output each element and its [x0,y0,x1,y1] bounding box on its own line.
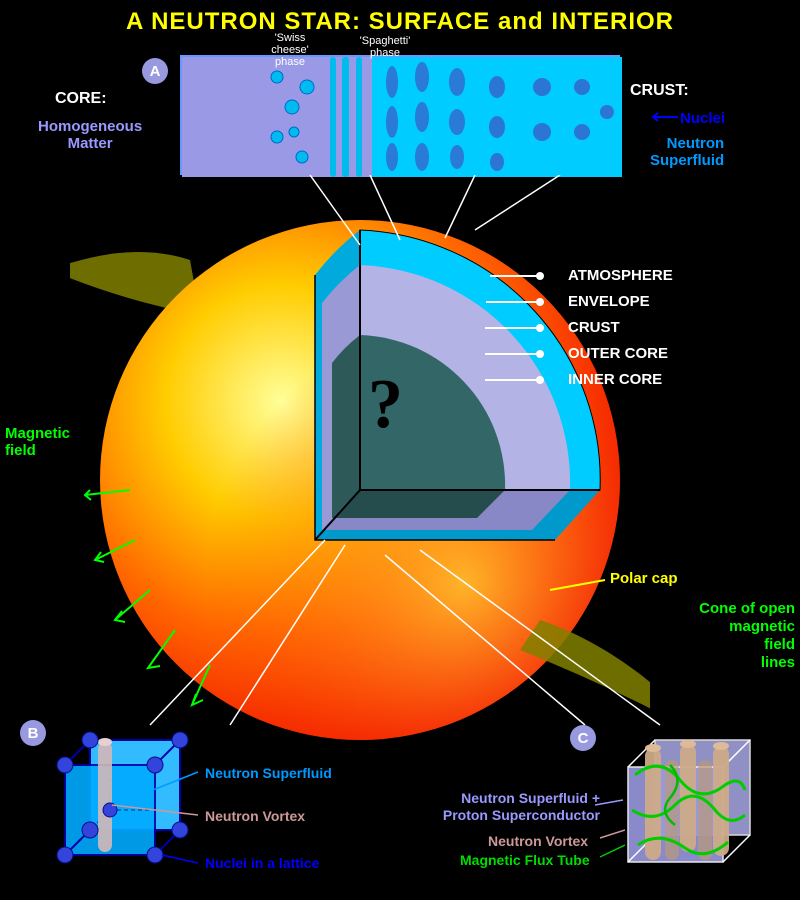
core-title-label: CORE: [55,90,107,108]
c-neutron-vortex-label: Neutron Vortex [488,833,588,849]
magnetic-field-label: Magnetic field [5,425,70,459]
spaghetti-label: 'Spaghetti' phase [355,35,415,59]
inset-callout-lines [100,530,700,740]
layer-envelope-label: ENVELOPE [568,293,650,310]
b-nuclei-lattice-label: Nuclei in a lattice [205,855,319,871]
badge-b: B [20,720,46,746]
crust-title-label: CRUST: [630,82,689,100]
badge-c: C [570,725,596,751]
page-title: A NEUTRON STAR: SURFACE and INTERIOR [0,8,800,36]
swiss-cheese-label: 'Swiss cheese' phase [265,32,315,68]
b-neutron-vortex-label: Neutron Vortex [205,808,305,824]
layer-outer-core-label: OUTER CORE [568,345,668,362]
b-neutron-superfluid-label: Neutron Superfluid [205,765,332,781]
neutron-superfluid-label: Neutron Superfluid [650,135,724,169]
nuclei-arrow-icon [648,112,683,122]
c-superfluid-superconductor-label: Neutron Superfluid + Proton Superconduct… [420,790,600,824]
c-magnetic-flux-tube-label: Magnetic Flux Tube [460,852,590,868]
c-pointer-lines [595,795,625,865]
layer-atmosphere-label: ATMOSPHERE [568,267,673,284]
core-sub-label: Homogeneous Matter [38,118,142,152]
layer-crust-label: CRUST [568,319,620,336]
inner-core-question-mark: ? [368,365,403,445]
inset-c-core-cube: C Neutron Superfluid + Proton Supercondu… [460,720,790,890]
panel-a-crust-core-bar [180,55,620,175]
layer-inner-core-label: INNER CORE [568,371,662,388]
nuclei-label: Nuclei [680,110,725,127]
panel-a-callout-lines [300,175,580,255]
inset-b-crust-cube: B Neutron Superfluid Neutron Vortex Nucl… [50,720,380,890]
badge-a: A [142,58,168,84]
